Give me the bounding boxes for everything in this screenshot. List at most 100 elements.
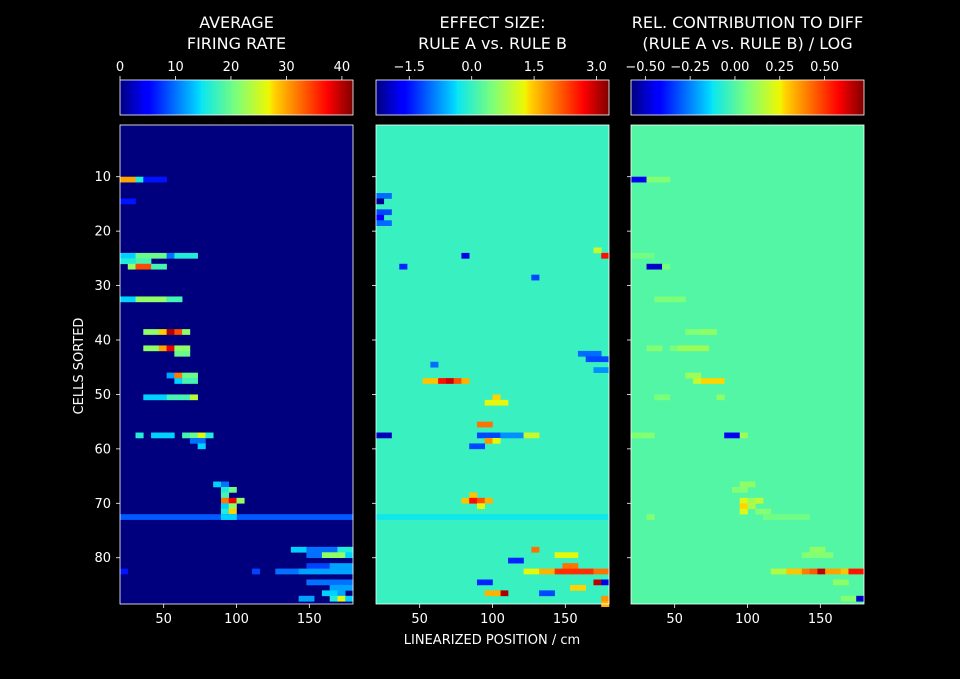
heatmap-cell	[554, 568, 594, 575]
y-tick-label: 80	[94, 551, 111, 566]
heatmap-cell	[700, 378, 725, 384]
heatmap-cell	[120, 176, 136, 183]
panel-title-line: REL. CONTRIBUTION TO DIFF	[632, 13, 863, 32]
heatmap-cell	[631, 176, 647, 183]
heatmap-cell	[135, 432, 144, 439]
heatmap-cell	[700, 329, 717, 335]
heatmap-cell	[739, 481, 756, 488]
heatmap-cell	[593, 367, 610, 373]
heatmap-cell	[220, 486, 230, 493]
heatmap-cell	[337, 595, 346, 602]
heatmap-cell	[135, 296, 167, 303]
heatmap-cell	[236, 497, 245, 504]
heatmap-cell	[252, 568, 261, 575]
heatmap-cell	[143, 329, 160, 335]
heatmap-cell	[376, 198, 385, 205]
heatmap-cell	[770, 568, 787, 575]
heatmap-cell	[298, 595, 315, 602]
heatmap-cell	[809, 568, 818, 575]
colorbar-tick-label: 20	[223, 60, 240, 75]
heatmap-cell	[166, 252, 175, 259]
colorbar	[119, 79, 354, 116]
panel-firing-rate: AVERAGE FIRING RATE 0 10 20 30 40 50 100 150 10 20 3…	[94, 13, 354, 627]
heatmap-cell	[174, 252, 198, 259]
y-tick-label: 40	[94, 334, 111, 349]
heatmap-cell	[120, 258, 136, 265]
heatmap-cell	[174, 329, 183, 335]
heatmap-cell	[685, 329, 702, 335]
heatmap-cell	[151, 432, 175, 439]
heatmap-cell	[376, 220, 392, 226]
heatmap-cell	[376, 209, 392, 216]
heatmap-cell	[166, 394, 191, 401]
heatmap-cell	[220, 508, 230, 515]
heatmap-cell	[174, 350, 191, 357]
heatmap-cell	[399, 263, 408, 270]
heatmap-cell	[337, 546, 354, 553]
heatmap-cell	[469, 497, 478, 504]
heatmap-cell	[476, 579, 493, 586]
heatmap-cell	[174, 378, 183, 384]
heatmap-cell	[205, 432, 214, 439]
colorbar-tick-label: 10	[167, 60, 184, 75]
colorbar-tick-label: 3.0	[586, 60, 607, 75]
heatmap-cell	[601, 595, 610, 602]
heatmap-cell	[500, 432, 524, 439]
heatmap-cell	[585, 356, 610, 363]
heatmap-cell	[693, 378, 702, 384]
y-tick-label: 30	[94, 279, 111, 294]
colorbar-tick-label: −0.50	[625, 60, 665, 75]
heatmap-cell	[189, 437, 206, 444]
heatmap-cell	[739, 432, 748, 439]
heatmap-cell	[166, 329, 175, 335]
heatmap-cell	[577, 350, 602, 357]
heatmap-cell	[275, 568, 299, 575]
heatmap-cell	[731, 486, 748, 493]
heatmap-cell	[685, 372, 702, 379]
heatmap-cell	[747, 497, 756, 504]
x-tick-label: 100	[224, 612, 249, 627]
colorbar-tick-label: 0.0	[461, 60, 482, 75]
heatmap-cell	[631, 432, 655, 439]
heatmap-cell	[461, 378, 470, 384]
heatmap-cell	[143, 345, 160, 352]
heatmap-cell	[508, 557, 524, 564]
heatmap-cell	[739, 503, 748, 510]
heatmap-cell	[500, 590, 509, 597]
heatmap-cell	[601, 252, 610, 259]
heatmap-cell	[763, 514, 810, 520]
colorbar-tick-label: 30	[278, 60, 295, 75]
heatmap-cell	[220, 492, 230, 499]
heatmap-cell	[430, 361, 439, 368]
heatmap-cell	[182, 432, 191, 439]
heatmap-cell	[228, 497, 237, 504]
heatmap-cell	[484, 590, 501, 597]
heatmap-cell	[166, 345, 175, 352]
panel-title-line: AVERAGE	[199, 13, 274, 32]
heatmap-cell	[840, 568, 849, 575]
colorbar-tick-label: 0.50	[810, 60, 839, 75]
heatmap-cell	[539, 590, 555, 597]
heatmap-cell	[646, 263, 663, 270]
heatmap-cell	[306, 546, 338, 553]
heatmap-cell	[817, 568, 826, 575]
panel-title-line: RULE A vs. RULE B	[418, 34, 567, 53]
heatmap-cell	[158, 345, 167, 352]
heatmap-cell	[321, 590, 338, 597]
heatmap-cell	[593, 579, 602, 586]
heatmap-cell	[484, 399, 509, 406]
colorbar-tick-label: 40	[334, 60, 351, 75]
colorbar	[375, 79, 610, 116]
colorbar-tick-label: −1.5	[393, 60, 425, 75]
heatmap-cell	[786, 568, 803, 575]
x-tick-label: 100	[735, 612, 760, 627]
heatmap-cell	[492, 437, 501, 444]
heatmap-cell	[476, 503, 486, 510]
heatmap-cell	[120, 568, 129, 575]
heatmap-cell	[716, 394, 725, 401]
heatmap-cell	[476, 421, 493, 428]
heatmap-cell	[461, 497, 470, 504]
heatmap-cell	[484, 497, 493, 504]
heatmap-cell	[345, 595, 354, 602]
